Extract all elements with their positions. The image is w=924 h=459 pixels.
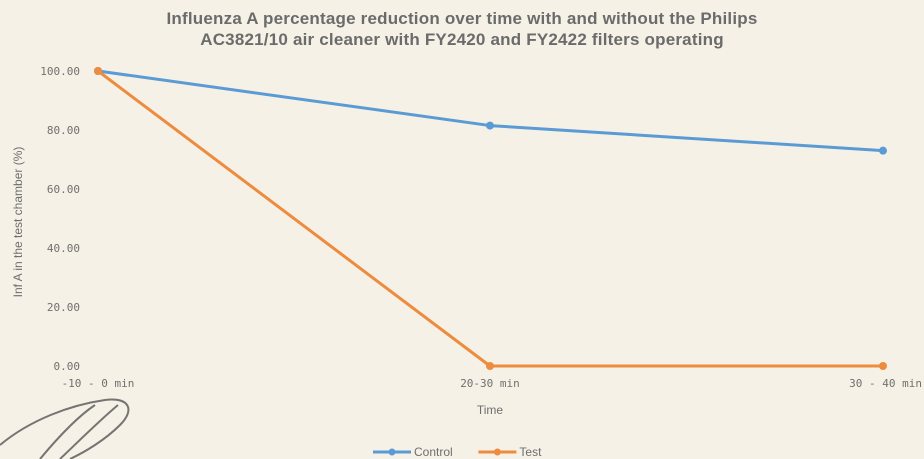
- chart-title-line-1: Influenza A percentage reduction over ti…: [166, 9, 758, 28]
- control-series-line: [97, 69, 884, 153]
- y-tick-label: 60.00: [47, 183, 80, 196]
- control-legend-marker: [388, 448, 396, 456]
- handwritten-signature: [0, 398, 130, 459]
- x-tick-label: -10 - 0 min: [62, 377, 135, 390]
- test-data-point: [486, 362, 494, 370]
- test-legend-marker: [493, 448, 501, 456]
- y-tick-label: 20.00: [47, 301, 80, 314]
- control-data-point: [879, 146, 887, 155]
- y-axis-label: Inf A in the test chamber (%): [11, 147, 25, 298]
- test-series-line: [97, 69, 883, 368]
- y-tick-label: 80.00: [47, 124, 80, 137]
- legend: Control Test: [373, 445, 542, 459]
- x-tick-label: 20-30 min: [460, 377, 520, 390]
- y-axis-ticks: 0.00 20.00 40.00 60.00 80.00 100.00: [40, 65, 80, 373]
- test-legend-label: Test: [519, 445, 542, 459]
- y-tick-label: 40.00: [47, 242, 80, 255]
- x-axis-ticks: -10 - 0 min 20-30 min 30 - 40 min: [62, 377, 922, 390]
- series-group: [94, 67, 887, 370]
- chart-title: Influenza A percentage reduction over ti…: [0, 8, 924, 50]
- y-tick-label: 100.00: [40, 65, 80, 78]
- test-data-point: [94, 67, 102, 75]
- test-data-point: [879, 362, 887, 370]
- control-data-point: [486, 121, 494, 130]
- x-tick-label: 30 - 40 min: [849, 377, 922, 390]
- chart-title-line-2: AC3821/10 air cleaner with FY2420 and FY…: [200, 30, 724, 49]
- control-legend-label: Control: [414, 445, 453, 459]
- y-tick-label: 0.00: [54, 360, 81, 373]
- x-axis-label: Time: [477, 403, 504, 417]
